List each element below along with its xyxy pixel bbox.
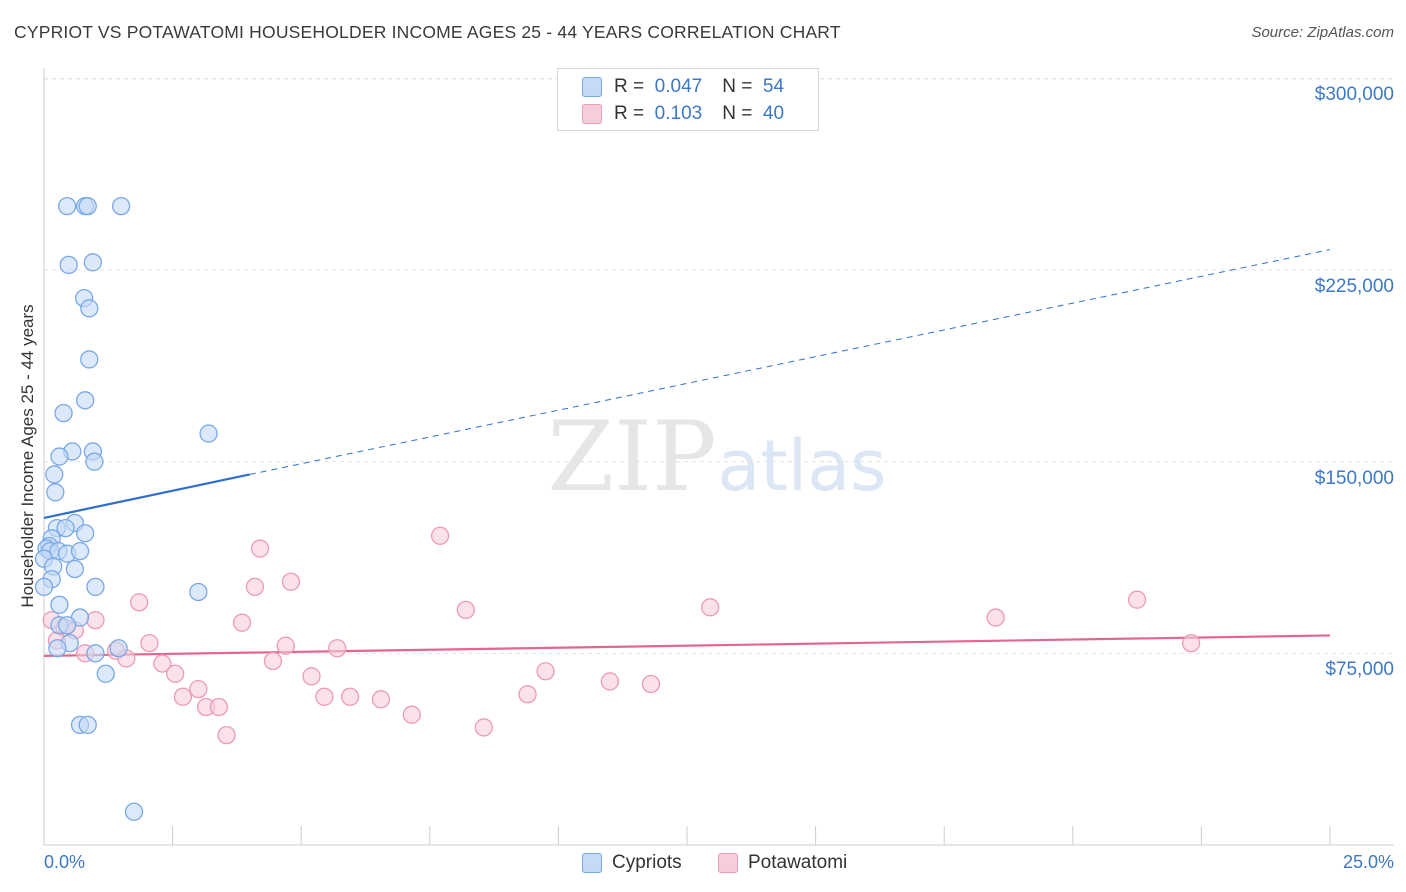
cypriots-point [34,577,54,597]
potawatomi-point [140,633,159,653]
source-label: Source: ZipAtlas.com [1251,24,1394,41]
x-tick-label-max: 25.0% [1342,852,1394,872]
potawatomi-point [315,687,334,706]
potawatomi-point [86,610,105,630]
potawatomi-legend-swatch [718,853,738,873]
potawatomi-point [263,651,283,671]
potawatomi-point [340,687,360,706]
legend-n-label: N = [722,103,753,124]
watermark-zip: ZIP [547,401,716,513]
legend-r-value-potawatomi: 0.103 [654,103,703,124]
bottom-legend-cypriots: Cypriots [582,852,682,874]
cypriots-point [56,518,75,538]
potawatomi-point [986,608,1005,627]
potawatomi-point [232,613,252,632]
potawatomi-point [402,705,421,724]
cypriots-point [199,424,218,443]
bottom-legend-potawatomi: Potawatomi [718,852,847,874]
legend-n-value-cypriots: 54 [762,76,785,97]
potawatomi-point [1127,590,1147,609]
potawatomi-point [430,526,450,545]
cypriots-point [48,639,67,658]
cypriots-point [83,253,103,272]
cypriots-point [45,465,64,484]
potawatomi-point [245,577,265,597]
cypriots-point [54,403,73,423]
cypriots-point [78,196,97,216]
cypriots-point [109,639,128,658]
potawatomi-point [153,654,172,673]
cypriots-point [50,447,69,466]
cypriots-point [46,483,65,502]
cypriots-point [65,559,85,579]
stats-legend: R = 0.047 N = 54 R = 0.103 N = 40 [557,68,819,131]
potawatomi-point [700,598,720,617]
grid-lines [44,77,1394,654]
potawatomi-point [641,674,661,694]
potawatomi-trend-line [43,634,1331,657]
legend-r-label: R = [614,103,645,124]
cypriots-trend-line [43,473,250,519]
cypriots-point [57,616,77,635]
potawatomi-point [518,685,537,704]
y-tick-label: $150,000 [1314,467,1394,489]
cypriots-point [124,802,144,821]
data-points [34,196,1201,821]
cypriots-point [86,577,105,597]
cypriots-point [59,255,78,275]
potawatomi-point [217,725,236,745]
potawatomi-point [130,593,149,612]
cypriots-swatch [582,77,602,97]
cypriots-point [80,350,99,369]
legend-n-value-potawatomi: 40 [762,103,785,124]
bottom-legend-potawatomi-label: Potawatomi [748,852,848,873]
cypriots-point [112,196,131,216]
legend-n-label: N = [722,76,753,97]
legend-row-potawatomi: R = 0.103 N = 40 [582,102,784,126]
potawatomi-point [536,662,555,681]
potawatomi-point [250,539,270,558]
cypriots-trend-extension [249,249,1331,475]
potawatomi-point [456,600,475,620]
cypriots-point [86,644,105,663]
potawatomi-point [1181,633,1201,653]
y-tick-label: $300,000 [1314,84,1394,106]
bottom-legend-cypriots-label: Cypriots [612,852,682,873]
cypriots-point [189,582,208,602]
cypriots-point [76,524,95,543]
potawatomi-point [166,664,185,683]
potawatomi-point [474,718,493,737]
potawatomi-point [209,697,229,717]
potawatomi-point [173,687,193,706]
cypriots-point [57,196,77,216]
potawatomi-point [328,639,347,658]
potawatomi-point [189,679,208,699]
cypriots-legend-swatch [582,853,602,873]
potawatomi-point [281,572,301,591]
x-tick-label-min: 0.0% [44,852,86,872]
cypriots-point [96,664,115,683]
legend-r-label: R = [614,76,645,97]
y-tick-label: $75,000 [1325,659,1394,681]
potawatomi-point [371,690,391,709]
cypriots-point [76,391,95,410]
potawatomi-point [276,636,295,655]
y-tick-label: $225,000 [1314,276,1394,297]
potawatomi-swatch [582,104,602,124]
legend-r-value-cypriots: 0.047 [654,76,703,97]
potawatomi-point [600,672,619,691]
cypriots-point [70,541,90,561]
cypriots-point [50,595,69,614]
trend-lines [43,249,1331,657]
axes [43,68,1394,846]
chart-title: CYPRIOT VS POTAWATOMI HOUSEHOLDER INCOME… [14,22,841,42]
cypriots-point [80,299,99,318]
cypriots-point [85,452,104,471]
watermark-atlas: atlas [717,425,886,507]
legend-row-cypriots: R = 0.047 N = 54 [582,75,784,99]
cypriots-point [78,715,97,735]
potawatomi-point [302,667,321,686]
